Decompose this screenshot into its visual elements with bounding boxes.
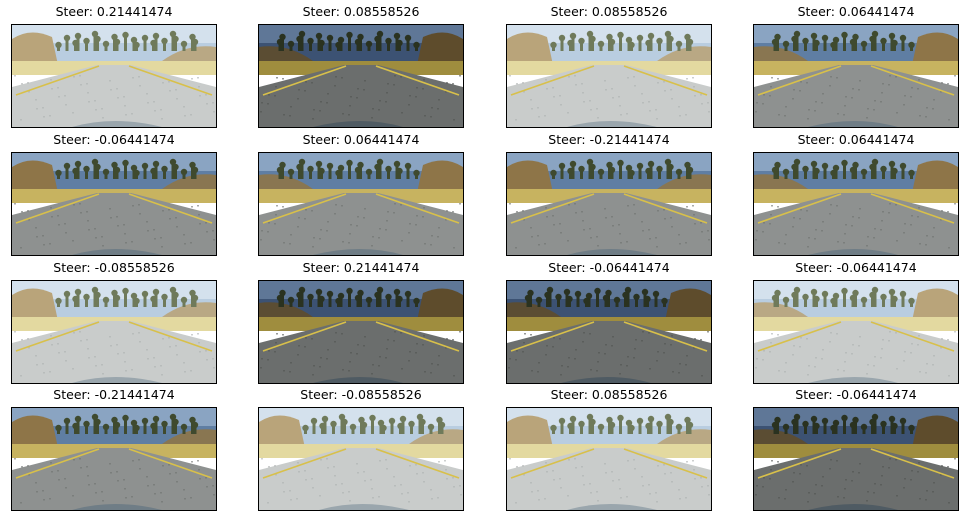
road-camera-image xyxy=(753,280,959,384)
panel-title: Steer: -0.08558526 xyxy=(53,260,175,275)
panel-title: Steer: 0.08558526 xyxy=(550,387,668,402)
panel-title: Steer: -0.06441474 xyxy=(548,260,670,275)
road-camera-image xyxy=(753,152,959,256)
road-camera-image xyxy=(11,407,217,511)
road-camera-image xyxy=(258,280,464,384)
road-camera-image xyxy=(506,152,712,256)
panel-title: Steer: -0.21441474 xyxy=(53,387,175,402)
road-camera-image xyxy=(506,24,712,128)
panel-title: Steer: 0.08558526 xyxy=(550,4,668,19)
panel-title: Steer: 0.06441474 xyxy=(797,4,915,19)
panel-title: Steer: 0.21441474 xyxy=(302,260,420,275)
panel-title: Steer: -0.21441474 xyxy=(548,132,670,147)
panel-title: Steer: 0.06441474 xyxy=(302,132,420,147)
road-camera-image xyxy=(753,24,959,128)
road-camera-image xyxy=(11,280,217,384)
road-camera-image xyxy=(11,24,217,128)
panel-title: Steer: -0.06441474 xyxy=(795,387,917,402)
road-camera-image xyxy=(258,407,464,511)
road-camera-image xyxy=(258,24,464,128)
panel-title: Steer: 0.06441474 xyxy=(797,132,915,147)
road-camera-image xyxy=(506,280,712,384)
panel-title: Steer: 0.21441474 xyxy=(55,4,173,19)
road-camera-image xyxy=(11,152,217,256)
panel-title: Steer: -0.08558526 xyxy=(300,387,422,402)
road-camera-image xyxy=(258,152,464,256)
road-camera-image xyxy=(753,407,959,511)
panel-title: Steer: -0.06441474 xyxy=(53,132,175,147)
road-camera-image xyxy=(506,407,712,511)
panel-title: Steer: -0.06441474 xyxy=(795,260,917,275)
panel-title: Steer: 0.08558526 xyxy=(302,4,420,19)
